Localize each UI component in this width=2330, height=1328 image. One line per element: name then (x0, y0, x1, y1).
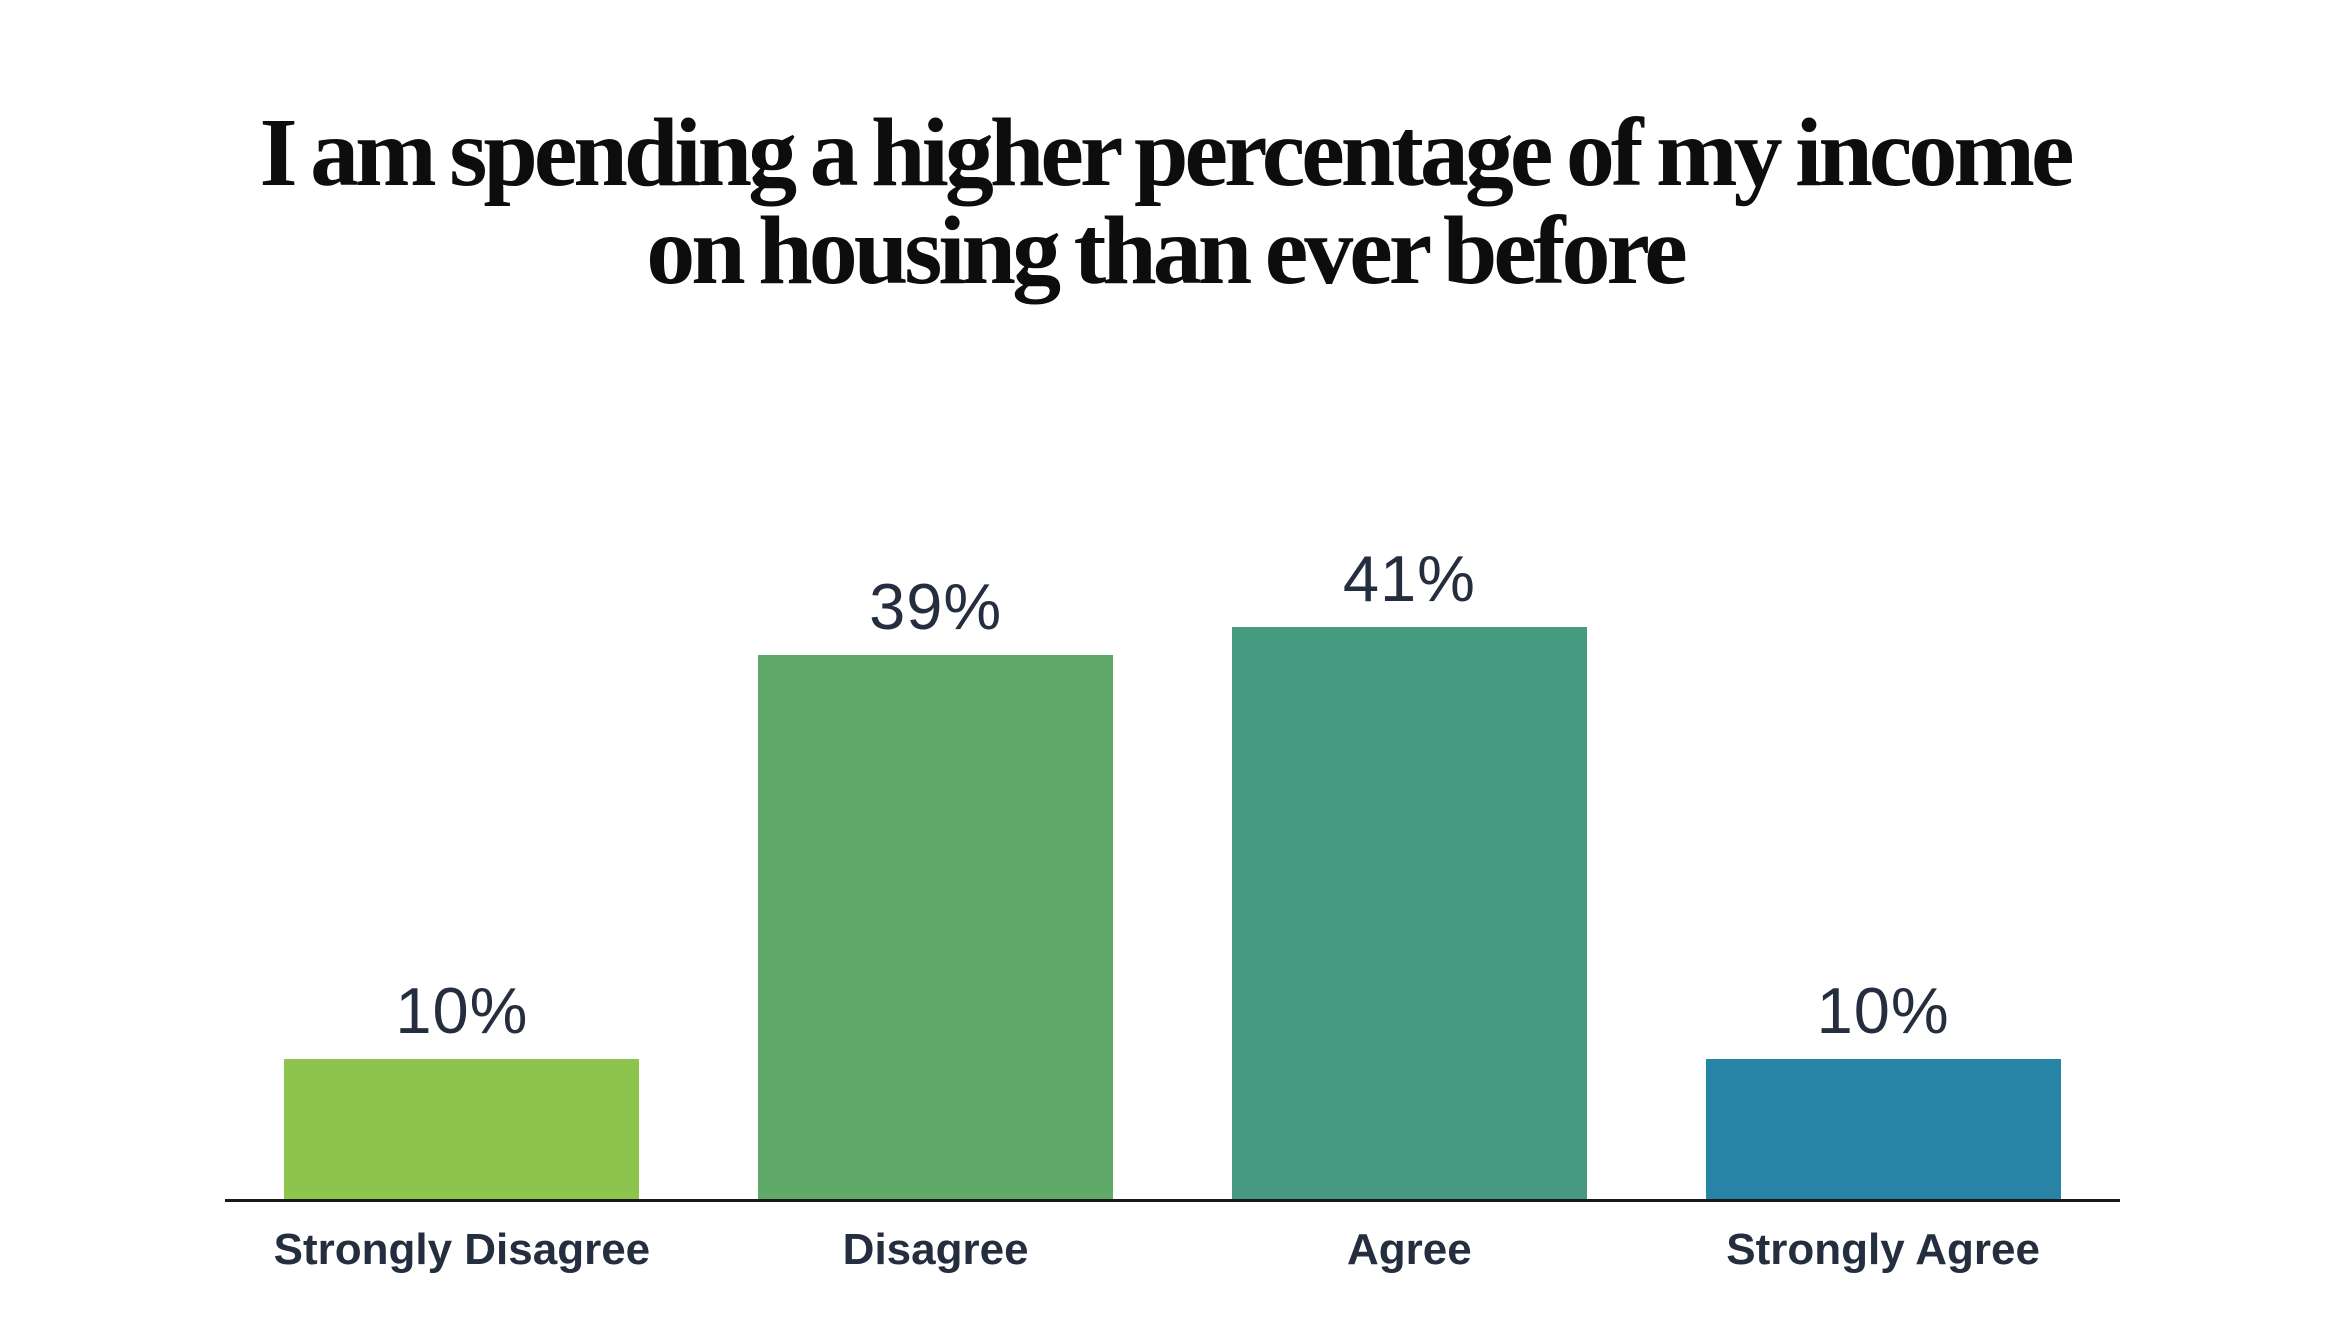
value-label: 10% (395, 974, 529, 1047)
bar-strongly-agree (1705, 1059, 2061, 1199)
bar-column-disagree: 39% (699, 574, 1173, 1199)
bar-agree (1231, 627, 1587, 1199)
category-label-strongly-agree: Strongly Agree (1726, 1225, 2040, 1274)
category-label-strongly-disagree: Strongly Disagree (273, 1225, 651, 1274)
value-label: 39% (869, 570, 1003, 643)
category-labels-row: Strongly Disagree Disagree Agree Strongl… (225, 1202, 2120, 1328)
bar-column-strongly-agree: 10% (1646, 978, 2120, 1199)
bar-disagree (758, 655, 1114, 1199)
category-label-agree: Agree (1347, 1225, 1472, 1274)
bar-strongly-disagree (284, 1059, 640, 1199)
x-axis-line (225, 1199, 2120, 1202)
category-label-disagree: Disagree (842, 1225, 1029, 1274)
bar-column-strongly-disagree: 10% (225, 978, 699, 1199)
chart-title-line-2: on housing than ever before (646, 196, 1688, 305)
bars-row: 10% 39% 41% 10% (225, 546, 2120, 1199)
bar-column-agree: 41% (1173, 546, 1647, 1199)
value-label: 10% (1816, 974, 1950, 1047)
value-label: 41% (1342, 542, 1476, 615)
bar-chart: 10% 39% 41% 10% Strongly Disagree Disagr… (225, 546, 2120, 1328)
chart-title: I am spending a higher percentage of my … (0, 104, 2330, 300)
chart-title-line-1: I am spending a higher percentage of my … (259, 98, 2074, 207)
